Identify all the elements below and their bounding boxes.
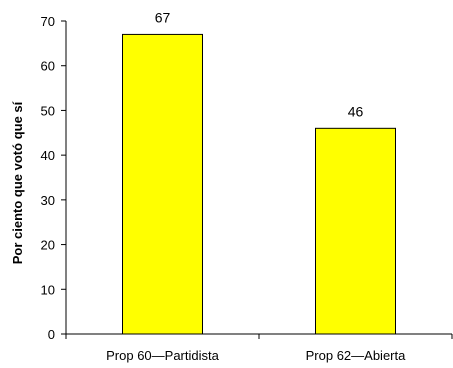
y-axis-title: Por ciento que votó que sí — [10, 101, 25, 264]
y-tick-label: 50 — [41, 103, 55, 118]
y-tick-label: 60 — [41, 59, 55, 74]
bar — [315, 127, 396, 335]
bar — [122, 33, 203, 335]
data-label: 46 — [348, 103, 364, 119]
x-category-label: Prop 60—Partidista — [106, 348, 219, 363]
y-tick-label: 20 — [41, 238, 55, 253]
y-tick-label: 0 — [48, 327, 55, 342]
y-tick-label: 40 — [41, 148, 55, 163]
x-category-label: Prop 62—Abierta — [306, 348, 406, 363]
data-label: 67 — [155, 9, 171, 25]
y-tick-label: 30 — [41, 193, 55, 208]
y-tick-label: 10 — [41, 282, 55, 297]
plot-area: 0 10 20 30 40 50 60 70 67 Prop 60—Partidista 46 Pro… — [41, 9, 453, 363]
y-tick-label: 70 — [41, 14, 55, 29]
